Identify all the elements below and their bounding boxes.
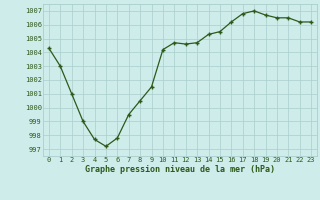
X-axis label: Graphe pression niveau de la mer (hPa): Graphe pression niveau de la mer (hPa): [85, 165, 275, 174]
